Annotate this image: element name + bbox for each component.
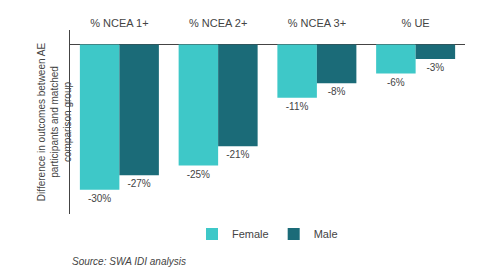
svg-text:Difference in outcomes between: Difference in outcomes between AEpartici… [36,43,73,202]
svg-text:-8%: -8% [328,86,346,97]
svg-text:-11%: -11% [286,101,309,112]
svg-text:-21%: -21% [226,149,249,160]
svg-text:% NCEA 1+: % NCEA 1+ [90,17,148,29]
svg-text:-25%: -25% [187,169,210,180]
svg-text:Male: Male [314,228,338,240]
svg-text:-30%: -30% [88,193,111,204]
svg-text:% NCEA 2+: % NCEA 2+ [189,17,247,29]
svg-text:-27%: -27% [127,178,150,189]
svg-text:-3%: -3% [426,62,444,73]
svg-text:% NCEA 3+: % NCEA 3+ [288,17,346,29]
svg-text:% UE: % UE [402,17,430,29]
svg-text:-6%: -6% [387,77,405,88]
svg-text:Female: Female [232,228,269,240]
svg-text:Source: SWA IDI analysis: Source: SWA IDI analysis [72,256,186,267]
